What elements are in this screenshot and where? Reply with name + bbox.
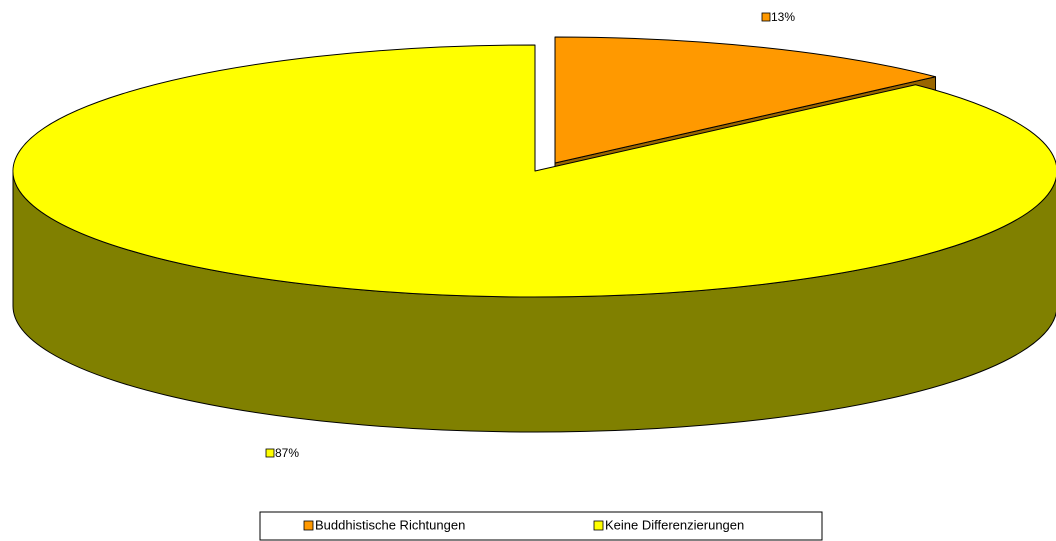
data-label: 87% <box>275 446 299 460</box>
slice <box>12 44 1056 298</box>
legend-swatch <box>593 520 604 531</box>
label-swatch <box>761 12 771 22</box>
legend-box <box>259 511 823 541</box>
legend-label: Buddhistische Richtungen <box>315 517 465 532</box>
data-label: 13% <box>771 10 795 24</box>
legend-swatch <box>303 520 314 531</box>
label-swatch <box>265 448 275 458</box>
legend-label: Keine Differenzierungen <box>605 517 744 532</box>
slice <box>554 36 937 164</box>
